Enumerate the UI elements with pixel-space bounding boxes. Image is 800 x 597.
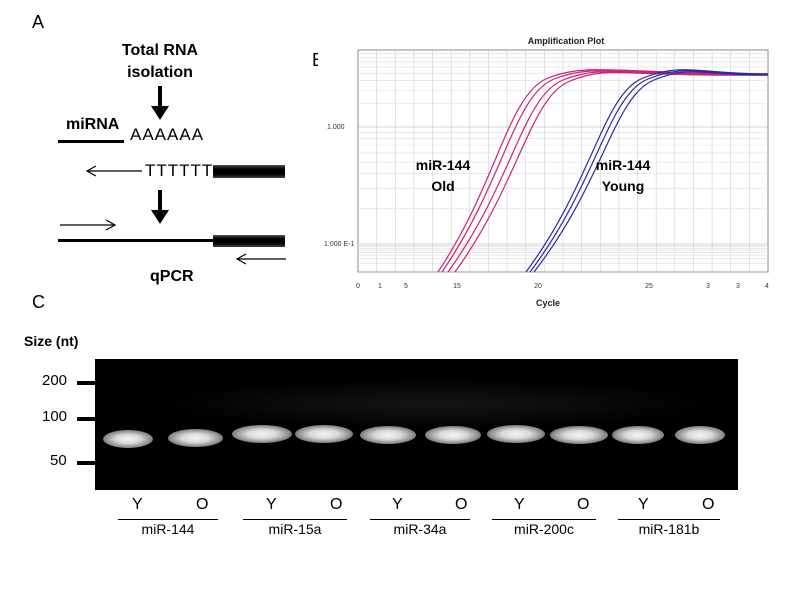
gel-band-8 [550,426,608,444]
lane-label-8: O [577,496,590,513]
group-label-mir34a: miR-34a [393,521,447,537]
x-tick-label: 20 [534,283,542,290]
lane-label-5: Y [392,496,403,513]
gel-band-5 [360,426,416,444]
group-line-mir15a [243,519,347,520]
total-rna-text: Total RNA [121,42,199,59]
primer-arrow-left-icon [85,165,142,177]
total-rna-label: Total RNA isolation [100,40,220,84]
x-tick-label: 25 [645,283,653,290]
x-tick-label: 3 [736,283,740,290]
plot-curves [437,69,769,273]
lane-label-4: O [330,496,343,513]
lane-label-7: Y [514,496,525,513]
qpcr-label: qPCR [150,268,194,285]
x-axis-label: Cycle [536,298,560,308]
lane-label-9: Y [638,496,649,513]
isolation-text: isolation [127,64,193,81]
x-tick-label: 3 [706,283,710,290]
lane-label-6: O [455,496,468,513]
group-line-mir34a [370,519,470,520]
gel-band-4 [295,425,353,443]
group-label-mir15a: miR-15a [268,521,322,537]
reverse-primer-arrow-icon [235,253,286,265]
size-tick-50 [77,461,95,465]
amplification-curve-young-3 [533,71,769,273]
lane-label-10: O [702,496,715,513]
size-marker-100: 100 [42,408,68,425]
amplification-plot: Amplification Plot 1.000 1.000 E-1 0 1 5 15… [318,30,778,310]
mirna-strand [58,140,124,143]
annot-young-2: Young [602,178,645,194]
lane-label-2: O [196,496,209,513]
gel-band-3 [232,425,292,443]
x-tick-label: 4 [765,283,769,290]
y-tick-01: 1.000 E-1 [324,241,354,248]
gel-band-9 [612,426,664,444]
group-label-mir181b: miR-181b [638,521,700,537]
arrow-down-icon-2 [151,190,169,224]
amplification-curve-young-2 [529,70,769,273]
adapter-block-top [213,165,285,178]
amplification-curve-old-3 [447,71,769,273]
gel-band-2 [168,429,223,447]
polyt-primer: TTTTTT [145,161,214,180]
plot-grid [358,50,768,273]
size-tick-200 [77,381,95,385]
group-label-mir144: miR-144 [141,521,195,537]
x-tick-label: 1 [378,283,382,290]
amplification-curve-young-1 [525,69,769,273]
x-ticks: 0 1 5 15 20 25 3 3 4 [356,283,769,290]
gel-band-1 [103,430,153,448]
group-line-mir144 [118,519,218,520]
size-marker-200: 200 [42,372,68,389]
lane-label-3: Y [266,496,277,513]
size-marker-50: 50 [50,452,67,469]
x-tick-label: 0 [356,283,360,290]
gel-band-10 [675,426,725,444]
mirna-label: miRNA [66,116,120,133]
size-title: Size (nt) [24,333,79,349]
y-tick-1: 1.000 [327,124,345,131]
gel-band-7 [487,425,545,443]
amplification-curve-old-2 [441,70,769,273]
annot-old-2: Old [431,178,454,194]
polya-tail: AAAAAA [130,125,205,144]
x-tick-label: 5 [404,283,408,290]
panel-c-label: C [32,292,45,312]
size-tick-100 [77,417,95,421]
group-line-mir200c [492,519,596,520]
gel-band-6 [425,426,481,444]
plot-title: Amplification Plot [528,36,605,46]
annot-old-1: miR-144 [416,157,471,173]
arrow-down-icon [151,86,169,120]
group-label-mir200c: miR-200c [514,521,574,537]
adapter-block-bottom [213,235,285,247]
x-tick-label: 15 [453,283,461,290]
annot-young-1: miR-144 [596,157,651,173]
primer-arrow-right-icon [60,219,117,231]
gel-smear [155,379,715,429]
lane-label-1: Y [132,496,143,513]
group-line-mir181b [618,519,720,520]
gel-image [95,359,738,490]
panel-a-label: A [32,12,45,32]
cdna-strand [58,239,218,242]
